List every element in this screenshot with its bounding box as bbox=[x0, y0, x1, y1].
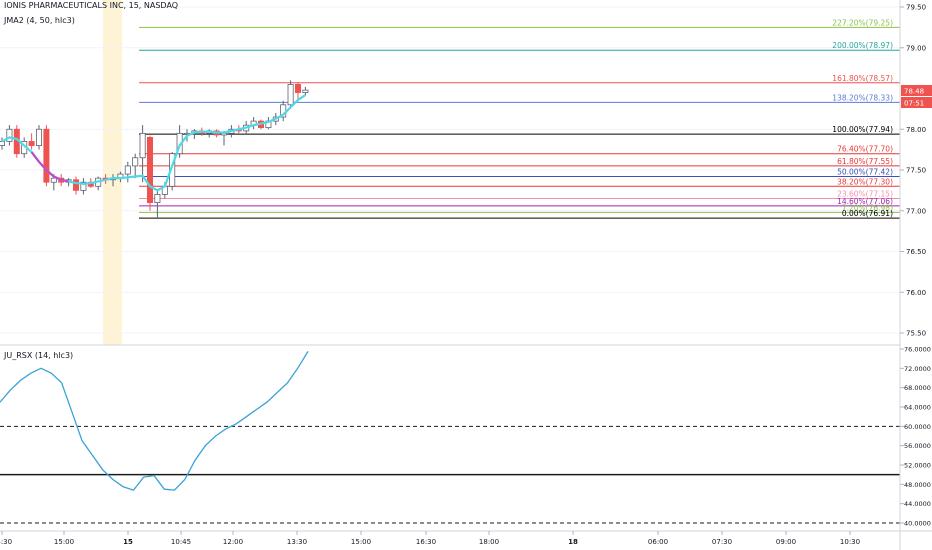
fib-level-label: 200.00%(78.97) bbox=[832, 41, 893, 50]
candle-body bbox=[43, 128, 50, 183]
candle-body bbox=[146, 136, 153, 203]
time-tick-label: 14:30 bbox=[0, 538, 12, 546]
candle-body bbox=[294, 84, 301, 93]
time-tick-label: 18:00 bbox=[479, 538, 499, 546]
time-tick-label: 12:00 bbox=[223, 538, 243, 546]
candle-body bbox=[36, 128, 43, 146]
fib-level-label: 76.40%(77.70) bbox=[837, 145, 893, 154]
indicator-legend-jma[interactable]: JMA2 (4, 50, hlc3) bbox=[4, 16, 75, 25]
candle-body bbox=[287, 84, 294, 106]
price-tick-label: 77.50 bbox=[906, 167, 926, 175]
price-tick-label: 77.00 bbox=[906, 207, 926, 215]
osc-tick-label: 56.0000 bbox=[904, 442, 931, 450]
fib-level-label: 23.60%(77.15) bbox=[837, 190, 893, 199]
candle-body bbox=[154, 194, 161, 203]
price-tick-label: 79.00 bbox=[906, 44, 926, 52]
fib-level-label: 50.00%(77.42) bbox=[837, 168, 893, 177]
time-tick-label: 10:30 bbox=[840, 538, 860, 546]
jma-line-falling-segment bbox=[30, 151, 69, 183]
fib-level-label: 161.80%(78.57) bbox=[832, 74, 893, 83]
price-tick-label: 76.50 bbox=[906, 248, 926, 256]
time-tick-label: 09:00 bbox=[776, 538, 796, 546]
osc-tick-label: 52.0000 bbox=[904, 462, 931, 470]
candle-body bbox=[302, 89, 309, 93]
price-tick-label: 79.50 bbox=[906, 4, 926, 12]
osc-tick-label: 44.0000 bbox=[904, 500, 931, 508]
oscillator-levels bbox=[0, 425, 900, 524]
session-highlight bbox=[103, 0, 122, 345]
candle-body bbox=[139, 132, 146, 159]
fib-level-label: 100.00%(77.94) bbox=[832, 125, 893, 134]
osc-tick-label: 76.0000 bbox=[904, 346, 931, 354]
oscillator-axis[interactable]: 76.0000 72.0000 68.0000 64.0000 60.0000 56.00… bbox=[900, 346, 931, 528]
price-tick-label: 75.50 bbox=[906, 330, 926, 338]
time-axis[interactable]: 14:30 15:00 15 10:45 12:00 13:30 15:00 16:30 18:… bbox=[0, 531, 860, 546]
osc-tick-label: 40.0000 bbox=[904, 520, 931, 528]
fib-level-label: 7.20%(76.98) bbox=[842, 203, 893, 212]
time-tick-label: 10:45 bbox=[171, 538, 191, 546]
osc-tick-label: 72.0000 bbox=[904, 365, 931, 373]
time-tick-label: 06:00 bbox=[648, 538, 668, 546]
fib-level-label: 138.20%(78.33) bbox=[832, 93, 893, 102]
time-tick-label: 18 bbox=[568, 538, 578, 546]
osc-tick-label: 64.0000 bbox=[904, 404, 931, 412]
candle-body bbox=[50, 177, 57, 183]
osc-tick-label: 60.0000 bbox=[904, 423, 931, 431]
time-tick-label: 13:30 bbox=[287, 538, 307, 546]
candle-body bbox=[124, 165, 131, 175]
time-tick-label: 16:30 bbox=[416, 538, 436, 546]
candle-body bbox=[73, 179, 80, 191]
indicator-legend-rsx[interactable]: JU_RSX (14, hlc3) bbox=[4, 351, 74, 360]
price-axis[interactable]: 79.50 79.00 78.00 77.50 77.00 76.50 76.00 75.50 bbox=[900, 4, 926, 338]
fibonacci-levels[interactable]: 261.80%(79.60)227.20%(79.25)200.00%(78.9… bbox=[139, 0, 900, 219]
time-tick-label: 15 bbox=[123, 538, 133, 546]
osc-tick-label: 68.0000 bbox=[904, 384, 931, 392]
fib-level-label: 38.20%(77.30) bbox=[837, 177, 893, 186]
osc-tick-label: 48.0000 bbox=[904, 481, 931, 489]
last-price-label: 78.48 bbox=[904, 88, 924, 96]
fib-level-label: 227.20%(79.25) bbox=[832, 18, 893, 27]
candle-body bbox=[0, 141, 5, 146]
symbol-title[interactable]: IONIS PHARMACEUTICALS INC, 15, NASDAQ bbox=[4, 1, 179, 10]
rsx-line bbox=[0, 351, 309, 491]
fib-level-label: 61.80%(77.55) bbox=[837, 157, 893, 166]
time-tick-label: 07:30 bbox=[712, 538, 732, 546]
fib-level-label: 14.60%(77.06) bbox=[837, 197, 893, 206]
candle-body bbox=[132, 157, 139, 167]
last-price-badge: 78.48 07:51 bbox=[901, 85, 932, 108]
candlesticks bbox=[0, 80, 309, 219]
fib-level-label: 0.00%(76.91) bbox=[842, 209, 893, 218]
price-tick-label: 76.00 bbox=[906, 289, 926, 297]
candle-body bbox=[80, 181, 87, 191]
candle-body bbox=[6, 128, 13, 142]
countdown-label: 07:51 bbox=[904, 100, 924, 108]
price-tick-label: 78.00 bbox=[906, 126, 926, 134]
time-tick-label: 15:00 bbox=[351, 538, 371, 546]
candle-body bbox=[28, 141, 35, 146]
time-tick-label: 15:00 bbox=[54, 538, 74, 546]
